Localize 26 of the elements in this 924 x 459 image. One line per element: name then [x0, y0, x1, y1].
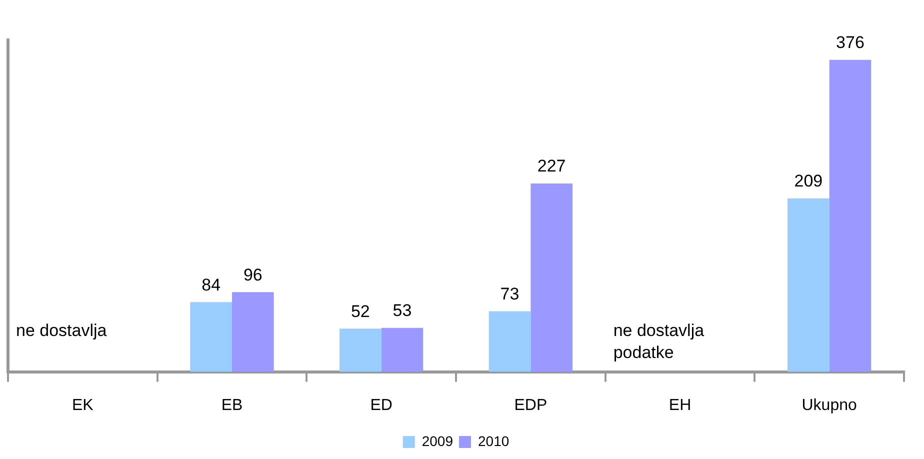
x-tick-label: Ukupno	[802, 396, 858, 414]
bar	[340, 328, 382, 372]
bar	[488, 311, 531, 372]
data-label: 376	[836, 33, 864, 52]
bar	[190, 302, 232, 372]
x-tick-label: EB	[221, 396, 243, 414]
legend-label: 2010	[478, 432, 510, 449]
data-label: 53	[392, 301, 412, 320]
x-tick-label: EK	[72, 396, 94, 414]
bar	[530, 184, 572, 372]
x-tick-label: ED	[370, 396, 392, 414]
x-tick-label: EH	[668, 396, 692, 414]
data-label: 96	[243, 265, 262, 284]
x-tick-label: EDP	[514, 396, 548, 414]
data-label: 73	[500, 284, 520, 304]
bar	[829, 60, 872, 372]
bar	[232, 292, 274, 372]
data-label: 52	[350, 302, 370, 321]
annotation: ne dostavlja	[16, 320, 108, 340]
data-label: 84	[202, 275, 221, 294]
annotation: ne dostavlja podatke	[613, 320, 705, 362]
bar	[381, 328, 424, 372]
data-label: 227	[537, 156, 566, 176]
legend-label: 2009	[422, 432, 454, 449]
bar	[788, 198, 830, 372]
data-label: 209	[794, 172, 823, 191]
